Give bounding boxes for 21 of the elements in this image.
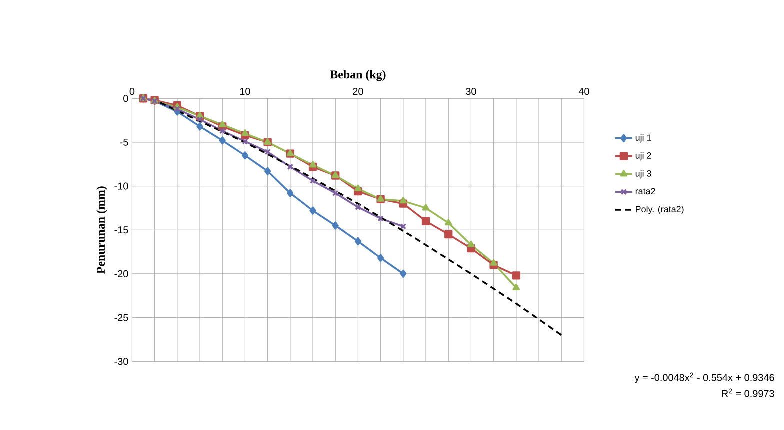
y-tick-label: -30 — [114, 358, 128, 366]
x-tick-label: 40 — [578, 88, 590, 96]
legend-label: uji 1 — [636, 134, 652, 143]
y-tick-label: -15 — [114, 226, 128, 234]
text: y = -0.0048x$^{2}$ - 0.554x + 0.9346 — [634, 372, 774, 384]
y-tick-label: -10 — [114, 182, 128, 190]
x-axis-title: Beban (kg) — [330, 70, 386, 82]
x-tick-label: 0 — [130, 88, 135, 96]
legend-label: uji 3 — [636, 170, 652, 179]
legend-label: uji 2 — [636, 152, 652, 161]
legend-label: rata2 — [636, 188, 656, 195]
y-tick-label: 0 — [124, 95, 128, 102]
y-tick-label: -25 — [114, 314, 128, 322]
legend-label: Poly. (rata2) — [636, 206, 684, 214]
x-tick-label: 20 — [353, 88, 364, 96]
y-tick-label: -20 — [114, 270, 128, 278]
y-tick-label: -5 — [120, 138, 128, 146]
x-tick-label: 10 — [240, 88, 250, 96]
x-tick-label: 30 — [466, 88, 476, 96]
text: R$^{2}$ = 0.9973 — [722, 388, 774, 398]
y-axis-title: Penurunan (mm) — [96, 186, 108, 274]
